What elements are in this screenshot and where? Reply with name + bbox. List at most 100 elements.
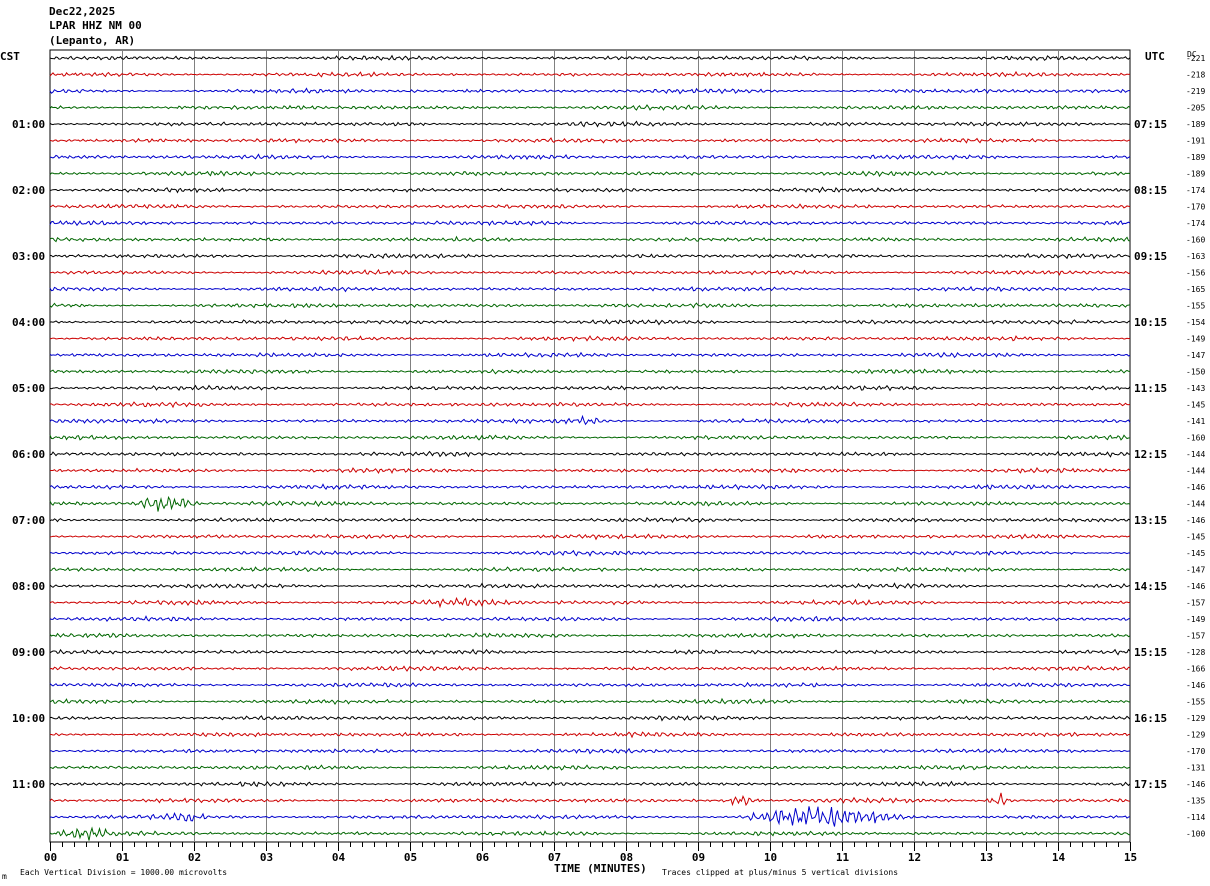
- x-tick-label: 12: [908, 851, 921, 864]
- dc-offset-label: -150: [1186, 368, 1205, 377]
- trace-line: [49, 792, 1131, 807]
- corner-mark: m: [2, 872, 7, 881]
- axis-labels: 00 01 02 03 04 05 06 07 08 09 10 11 12 13 14 15 -221 -218…: [12, 54, 1205, 864]
- dc-offset-label: -143: [1186, 384, 1205, 393]
- dc-offset-label: -155: [1186, 302, 1205, 311]
- dc-offset-label: -114: [1186, 813, 1205, 822]
- plot-frame: [49, 49, 1131, 843]
- dc-offset-label: -147: [1186, 566, 1205, 575]
- dc-offset-label: -145: [1186, 549, 1205, 558]
- clip-note: Traces clipped at plus/minus 5 vertical …: [662, 868, 899, 877]
- dc-offset-label: -189: [1186, 153, 1205, 162]
- trace-line: [49, 186, 1131, 194]
- trace-line: [49, 806, 1131, 827]
- trace-line: [49, 664, 1131, 672]
- trace-line: [49, 681, 1131, 689]
- right-hour-label: 16:15: [1134, 712, 1167, 725]
- trace-line: [49, 335, 1131, 343]
- right-hour-label: 10:15: [1134, 316, 1167, 329]
- seismic-traces: [49, 54, 1131, 841]
- trace-line: [49, 104, 1131, 111]
- dc-offset-label: -205: [1186, 104, 1205, 113]
- dc-offset-label: -218: [1186, 71, 1205, 80]
- grid-lines: [49, 49, 1131, 843]
- dc-offset-label: -191: [1186, 137, 1205, 146]
- trace-line: [49, 632, 1131, 639]
- trace-line: [49, 596, 1131, 609]
- trace-line: [49, 467, 1131, 475]
- right-hour-label: 11:15: [1134, 382, 1167, 395]
- dc-offset-label: -149: [1186, 335, 1205, 344]
- trace-line: [49, 495, 1131, 512]
- left-hour-label: 01:00: [12, 118, 45, 131]
- x-tick-label: 03: [260, 851, 273, 864]
- dc-offset-label: -135: [1186, 797, 1205, 806]
- dc-offset-label: -189: [1186, 120, 1205, 129]
- trace-line: [49, 697, 1131, 706]
- right-hour-label: 08:15: [1134, 184, 1167, 197]
- dc-column-label: DC: [1187, 50, 1197, 59]
- left-timezone-label: CST: [0, 50, 20, 63]
- left-hour-label: 02:00: [12, 184, 45, 197]
- trace-line: [49, 235, 1131, 243]
- dc-offset-label: -146: [1186, 582, 1205, 591]
- right-hour-label: 07:15: [1134, 118, 1167, 131]
- dc-offset-label: -146: [1186, 516, 1205, 525]
- scale-note: Each Vertical Division = 1000.00 microvo…: [20, 868, 228, 877]
- left-hour-label: 09:00: [12, 646, 45, 659]
- trace-line: [49, 826, 1131, 841]
- trace-line: [49, 516, 1131, 524]
- x-tick-label: 02: [188, 851, 201, 864]
- trace-line: [49, 384, 1131, 392]
- dc-offset-label: -174: [1186, 219, 1205, 228]
- trace-line: [49, 434, 1131, 441]
- left-hour-label: 10:00: [12, 712, 45, 725]
- dc-offset-label: -165: [1186, 285, 1205, 294]
- dc-offset-label: -160: [1186, 434, 1205, 443]
- trace-line: [49, 731, 1131, 739]
- trace-line: [49, 170, 1131, 178]
- left-hour-label: 05:00: [12, 382, 45, 395]
- dc-offset-label: -157: [1186, 599, 1205, 608]
- x-tick-label: 07: [548, 851, 561, 864]
- dc-offset-label: -129: [1186, 731, 1205, 740]
- trace-line: [49, 268, 1131, 276]
- dc-offset-label: -160: [1186, 236, 1205, 245]
- x-tick-label: 08: [620, 851, 633, 864]
- dc-offset-label: -141: [1186, 417, 1205, 426]
- right-hour-label: 14:15: [1134, 580, 1167, 593]
- right-hour-label: 17:15: [1134, 778, 1167, 791]
- trace-line: [49, 714, 1131, 722]
- x-tick-label: 06: [476, 851, 490, 864]
- trace-line: [49, 414, 1131, 426]
- trace-line: [49, 780, 1131, 788]
- trace-line: [49, 747, 1131, 755]
- trace-line: [49, 549, 1131, 557]
- dc-offset-label: -149: [1186, 615, 1205, 624]
- trace-line: [49, 764, 1131, 771]
- x-tick-label: 04: [332, 851, 346, 864]
- trace-line: [49, 533, 1131, 541]
- dc-offset-label: -100: [1186, 830, 1205, 839]
- trace-line: [49, 318, 1131, 326]
- trace-line: [49, 648, 1131, 656]
- x-tick-label: 05: [404, 851, 417, 864]
- dc-offset-label: -146: [1186, 780, 1205, 789]
- x-tick-label: 15: [1124, 851, 1137, 864]
- trace-line: [49, 566, 1131, 573]
- dc-offset-label: -166: [1186, 665, 1205, 674]
- left-hour-label: 08:00: [12, 580, 45, 593]
- x-tick-label: 01: [116, 851, 130, 864]
- dc-offset-label: -221: [1186, 54, 1205, 63]
- trace-line: [49, 203, 1131, 210]
- dc-offset-label: -146: [1186, 483, 1205, 492]
- left-hour-label: 03:00: [12, 250, 45, 263]
- trace-line: [49, 137, 1131, 144]
- dc-offset-label: -163: [1186, 252, 1205, 261]
- dc-offset-label: -144: [1186, 450, 1205, 459]
- trace-line: [49, 153, 1131, 161]
- dc-offset-label: -129: [1186, 714, 1205, 723]
- right-hour-label: 13:15: [1134, 514, 1167, 527]
- x-tick-label: 09: [692, 851, 705, 864]
